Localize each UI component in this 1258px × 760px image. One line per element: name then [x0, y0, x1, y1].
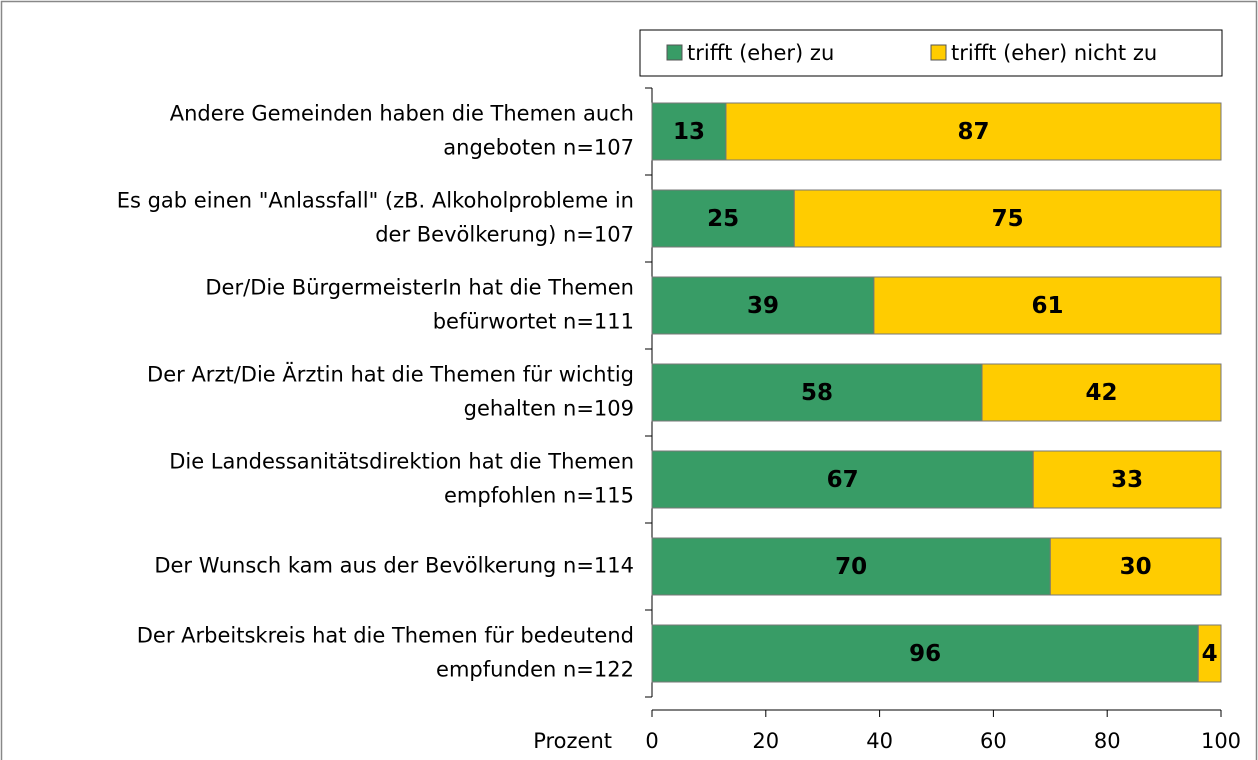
- value-label: 67: [827, 467, 859, 493]
- bar-segment: [1197, 624, 1222, 683]
- category-label: Der Arzt/Die Ärztin hat die Themen für w…: [147, 362, 634, 387]
- category-label: angeboten n=107: [443, 136, 634, 160]
- bar-segment: [651, 450, 1034, 509]
- bar-segment: [725, 102, 1222, 161]
- category-label: befürwortet n=111: [433, 310, 634, 334]
- value-label: 61: [1031, 293, 1063, 319]
- legend-label: trifft (eher) zu: [687, 41, 834, 65]
- bar-segment: [981, 363, 1222, 422]
- category-label: Der Wunsch kam aus der Bevölkerung n=114: [154, 554, 634, 578]
- category-label: der Bevölkerung) n=107: [375, 223, 634, 247]
- value-label: 87: [957, 119, 989, 145]
- bar-segment: [1032, 450, 1222, 509]
- category-label: empfunden n=122: [436, 658, 634, 682]
- bar-segment: [651, 276, 875, 335]
- value-label: 58: [801, 380, 833, 406]
- value-label: 13: [673, 119, 705, 145]
- x-tick-label: 80: [1094, 729, 1121, 753]
- legend-label: trifft (eher) nicht zu: [951, 41, 1157, 65]
- category-label: Andere Gemeinden haben die Themen auch: [170, 102, 634, 126]
- value-label: 39: [747, 293, 779, 319]
- bar-segment: [651, 102, 727, 161]
- value-label: 42: [1086, 380, 1118, 406]
- category-label: gehalten n=109: [464, 397, 634, 421]
- bar-segment: [1049, 537, 1222, 596]
- value-label: 70: [835, 554, 867, 580]
- category-label: Der/Die BürgermeisterIn hat die Themen: [205, 276, 634, 300]
- value-label: 75: [992, 206, 1024, 232]
- x-tick-label: 20: [752, 729, 779, 753]
- bar-segment: [873, 276, 1222, 335]
- x-tick-label: 40: [866, 729, 893, 753]
- value-label: 4: [1202, 641, 1218, 667]
- legend-swatch: [666, 44, 683, 61]
- x-tick-label: 60: [980, 729, 1007, 753]
- value-label: 96: [909, 641, 941, 667]
- x-axis-label: Prozent: [533, 729, 612, 753]
- category-label: Die Landessanitätsdirektion hat die Them…: [169, 450, 634, 474]
- bar-segment: [793, 189, 1222, 248]
- legend-swatch: [930, 44, 947, 61]
- value-label: 33: [1111, 467, 1143, 493]
- value-label: 25: [707, 206, 739, 232]
- category-label: Es gab einen "Anlassfall" (zB. Alkoholpr…: [117, 189, 634, 213]
- value-label: 30: [1120, 554, 1152, 580]
- category-label: Der Arbeitskreis hat die Themen für bede…: [137, 624, 634, 648]
- x-tick-label: 100: [1201, 729, 1241, 753]
- category-label: empfohlen n=115: [444, 484, 634, 508]
- x-tick-label: 0: [645, 729, 658, 753]
- bar-segment: [651, 363, 983, 422]
